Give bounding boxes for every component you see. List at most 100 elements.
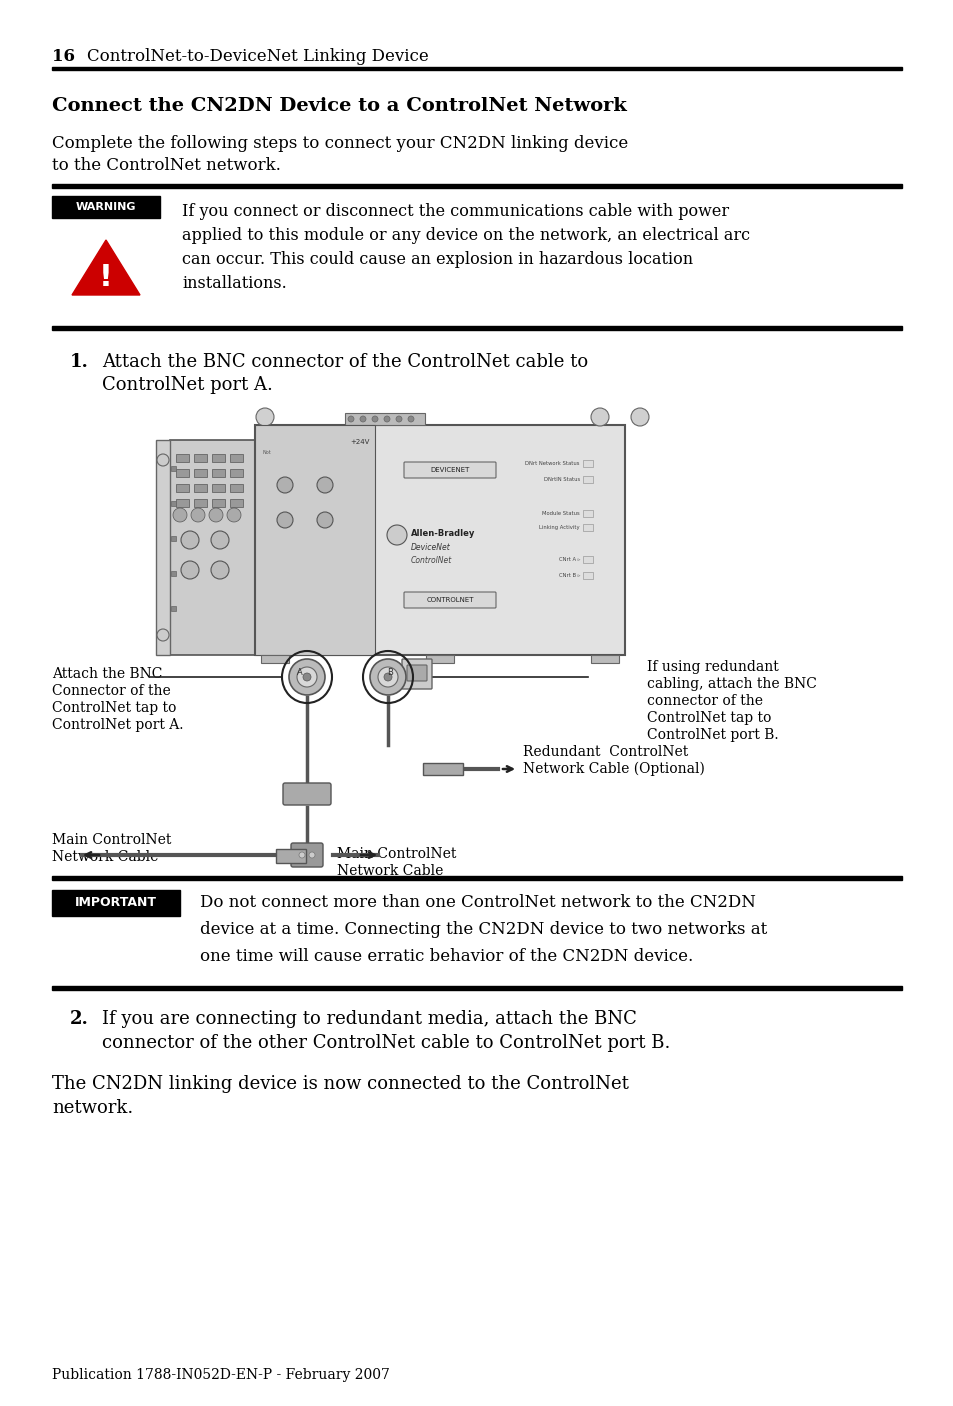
Bar [422,763,462,775]
Text: ControlNet: ControlNet [411,555,452,565]
Bar [193,454,207,463]
Circle shape [211,531,229,548]
Text: Connector of the: Connector of the [52,683,171,697]
Text: 1.: 1. [70,353,89,371]
FancyBboxPatch shape [403,463,496,478]
Text: If you connect or disconnect the communications cable with power: If you connect or disconnect the communi… [182,202,728,219]
Circle shape [289,659,325,695]
Text: 16: 16 [52,48,75,65]
Circle shape [298,852,305,858]
Bar [175,499,189,508]
FancyBboxPatch shape [291,844,323,868]
Text: Main ControlNet: Main ControlNet [336,846,456,860]
Text: DNrt Network Status: DNrt Network Status [525,461,579,465]
Circle shape [395,416,401,422]
Text: applied to this module or any device on the network, an electrical arc: applied to this module or any device on … [182,226,749,245]
Text: ControlNet tap to: ControlNet tap to [52,702,176,716]
Circle shape [191,508,205,522]
Circle shape [370,659,406,695]
Circle shape [181,531,199,548]
Bar [52,986,901,990]
Bar [52,890,180,915]
Circle shape [157,628,169,641]
Text: A: A [296,668,302,678]
Text: cabling, attach the BNC: cabling, attach the BNC [646,678,816,690]
Circle shape [227,508,241,522]
FancyBboxPatch shape [254,425,624,655]
Text: device at a time. Connecting the CN2DN device to two networks at: device at a time. Connecting the CN2DN d… [200,921,766,938]
Circle shape [316,512,333,529]
Text: The CN2DN linking device is now connected to the ControlNet: The CN2DN linking device is now connecte… [52,1076,628,1092]
Bar [175,454,189,463]
Text: ControlNet tap to: ControlNet tap to [646,711,771,725]
Text: connector of the other ControlNet cable to ControlNet port B.: connector of the other ControlNet cable … [102,1033,670,1052]
Text: Not: Not [263,450,272,456]
Text: can occur. This could cause an explosion in hazardous location: can occur. This could cause an explosion… [182,252,693,269]
Bar [193,470,207,477]
Bar [212,454,225,463]
Circle shape [211,561,229,579]
Text: Attach the BNC connector of the ControlNet cable to: Attach the BNC connector of the ControlN… [102,353,587,371]
Bar [52,326,901,330]
Text: Allen-Bradley: Allen-Bradley [411,529,475,538]
Circle shape [316,477,333,494]
Circle shape [309,852,314,858]
Bar [582,460,593,467]
Bar [171,501,175,506]
Text: !: ! [99,263,112,291]
Text: Module Status: Module Status [541,510,579,516]
Bar [52,67,901,70]
Bar [590,655,618,664]
FancyBboxPatch shape [283,783,331,806]
Circle shape [630,408,648,426]
Bar [582,524,593,531]
Text: Linking Activity: Linking Activity [538,524,579,530]
Bar [230,484,243,492]
Text: network.: network. [52,1099,133,1116]
Polygon shape [71,240,140,295]
Text: ControlNet port B.: ControlNet port B. [646,728,778,742]
FancyBboxPatch shape [407,665,427,681]
Text: B: B [387,668,393,678]
Bar [254,425,375,655]
Text: Connect the CN2DN Device to a ControlNet Network: Connect the CN2DN Device to a ControlNet… [52,97,626,115]
Bar [261,655,289,664]
Bar [345,413,424,425]
Bar [212,499,225,508]
Bar [426,655,454,664]
Circle shape [157,454,169,465]
Circle shape [181,561,199,579]
Text: DNrtlN Status: DNrtlN Status [543,477,579,482]
Circle shape [255,408,274,426]
Bar [230,470,243,477]
Circle shape [408,416,414,422]
Circle shape [372,416,377,422]
Text: DEVICENET: DEVICENET [430,467,469,472]
Text: Main ControlNet: Main ControlNet [52,832,172,846]
Text: 2.: 2. [70,1010,89,1028]
Circle shape [359,416,366,422]
Text: connector of the: connector of the [646,695,762,709]
Bar [193,499,207,508]
Bar [171,571,175,576]
Bar [156,440,170,655]
Text: +24V: +24V [350,439,369,446]
Text: Network Cable (Optional): Network Cable (Optional) [522,762,704,776]
Bar [212,470,225,477]
Circle shape [590,408,608,426]
Bar [175,484,189,492]
FancyBboxPatch shape [170,440,254,655]
Text: If using redundant: If using redundant [646,659,778,673]
Text: DeviceNet: DeviceNet [411,543,450,553]
Text: If you are connecting to redundant media, attach the BNC: If you are connecting to redundant media… [102,1010,637,1028]
Text: Complete the following steps to connect your CN2DN linking device: Complete the following steps to connect … [52,135,628,152]
Circle shape [384,673,392,681]
Text: Network Cable: Network Cable [336,865,443,877]
Bar [52,876,901,880]
Text: CNrt B ▹: CNrt B ▹ [558,574,579,578]
Text: Network Cable: Network Cable [52,851,158,865]
Text: ControlNet-to-DeviceNet Linking Device: ControlNet-to-DeviceNet Linking Device [87,48,428,65]
Bar [582,510,593,517]
Text: Publication 1788-IN052D-EN-P - February 2007: Publication 1788-IN052D-EN-P - February … [52,1368,390,1382]
Text: IMPORTANT: IMPORTANT [75,897,157,910]
